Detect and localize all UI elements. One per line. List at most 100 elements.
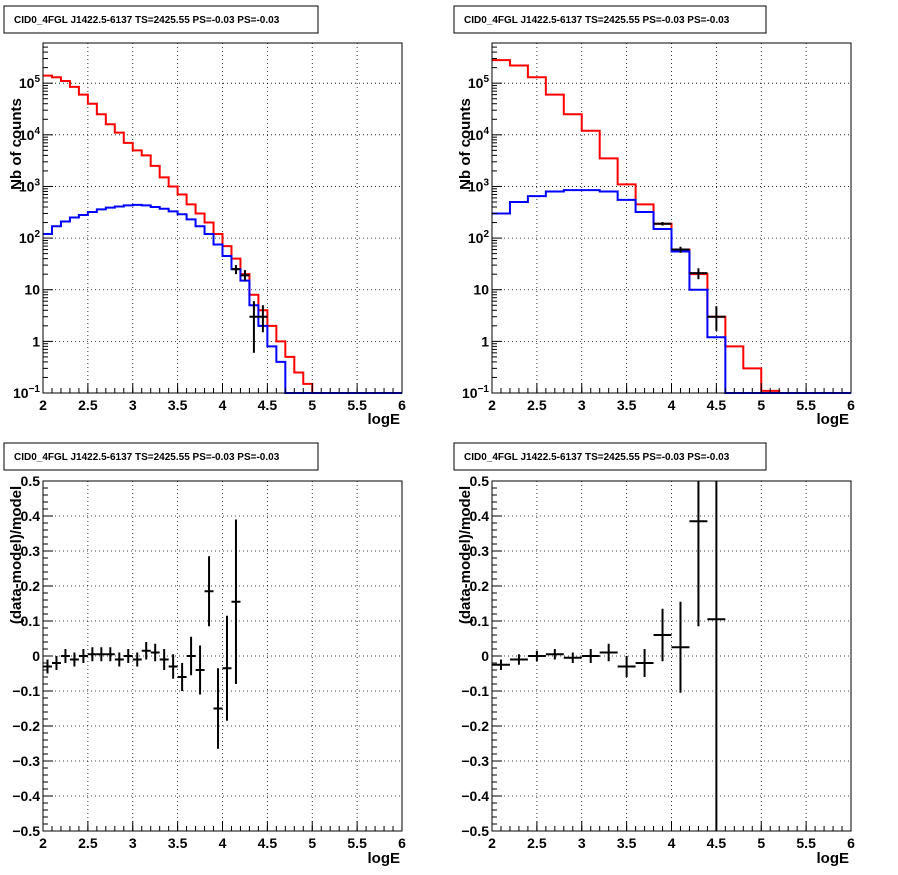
x-tick-label: 4 bbox=[668, 835, 676, 851]
data-point bbox=[150, 643, 160, 662]
y-tick-label: 10 bbox=[24, 282, 40, 298]
data-point bbox=[231, 519, 241, 684]
data-point bbox=[96, 647, 106, 662]
x-tick-label: 4.5 bbox=[258, 397, 278, 413]
y-tick-label: 104 bbox=[19, 126, 41, 143]
data-point bbox=[195, 645, 205, 695]
y-tick-label: 0.5 bbox=[470, 473, 490, 489]
x-tick-label: 6 bbox=[398, 397, 406, 413]
x-tick-label: 2.5 bbox=[78, 397, 98, 413]
data-point bbox=[653, 221, 672, 226]
y-tick-label: 10 bbox=[473, 282, 489, 298]
data-point bbox=[204, 556, 214, 627]
x-tick-label: 5.5 bbox=[347, 397, 367, 413]
y-tick-label: 102 bbox=[19, 229, 41, 246]
x-tick-label: 3.5 bbox=[617, 397, 637, 413]
data-point bbox=[671, 246, 690, 253]
x-tick-label: 4 bbox=[219, 397, 227, 413]
y-axis-title: (data-model)/model bbox=[457, 486, 474, 624]
y-tick-label: −0.4 bbox=[461, 788, 489, 804]
y-axis-title: Nb of counts bbox=[8, 98, 25, 190]
panel-top-left: CID0_4FGL J1422.5-6137 TS=2425.55 PS=-0.… bbox=[3, 5, 406, 428]
data-point bbox=[60, 649, 70, 663]
data-point bbox=[563, 652, 582, 663]
data-point bbox=[43, 659, 52, 674]
x-axis-title: logE bbox=[817, 850, 850, 867]
y-tick-label: −0.4 bbox=[12, 788, 40, 804]
panel-title: CID0_4FGL J1422.5-6137 TS=2425.55 PS=-0.… bbox=[464, 452, 730, 463]
data-point bbox=[69, 652, 79, 667]
data-point bbox=[617, 656, 636, 677]
data-point bbox=[213, 668, 223, 749]
x-tick-label: 6 bbox=[847, 835, 855, 851]
x-tick-label: 3 bbox=[129, 835, 137, 851]
x-tick-label: 5.5 bbox=[796, 397, 816, 413]
y-tick-label: −0.2 bbox=[461, 718, 489, 734]
data-point bbox=[159, 649, 169, 670]
data-point bbox=[653, 608, 672, 662]
data-point bbox=[249, 301, 259, 353]
x-tick-label: 4.5 bbox=[707, 835, 727, 851]
data-point bbox=[707, 481, 726, 831]
data-point bbox=[78, 649, 88, 663]
x-tick-label: 2 bbox=[39, 835, 47, 851]
data-point bbox=[689, 268, 708, 280]
y-tick-label: 10−1 bbox=[13, 384, 40, 401]
x-tick-label: 2 bbox=[488, 397, 496, 413]
x-tick-label: 4 bbox=[219, 835, 227, 851]
panel-title: CID0_4FGL J1422.5-6137 TS=2425.55 PS=-0.… bbox=[464, 15, 730, 26]
x-tick-label: 2.5 bbox=[527, 397, 547, 413]
data-point bbox=[599, 643, 618, 662]
x-tick-label: 5 bbox=[757, 397, 765, 413]
y-tick-label: 103 bbox=[19, 177, 41, 194]
data-point bbox=[186, 636, 196, 676]
x-axis-title: logE bbox=[817, 411, 850, 428]
title-box bbox=[453, 442, 767, 471]
panel-top-right: CID0_4FGL J1422.5-6137 TS=2425.55 PS=-0.… bbox=[453, 5, 855, 428]
data-point bbox=[87, 647, 97, 662]
y-tick-label: 105 bbox=[468, 74, 490, 91]
data-point bbox=[168, 654, 178, 679]
data-point bbox=[707, 306, 726, 331]
y-tick-label: 102 bbox=[468, 229, 490, 246]
x-tick-label: 5.5 bbox=[796, 835, 816, 851]
x-tick-label: 5 bbox=[308, 835, 316, 851]
data-point bbox=[132, 652, 142, 667]
y-axis-title: Nb of counts bbox=[457, 98, 474, 190]
y-tick-label: −0.1 bbox=[461, 683, 489, 699]
data-point bbox=[231, 265, 241, 275]
data-point bbox=[689, 481, 708, 627]
y-tick-label: 104 bbox=[468, 126, 490, 143]
y-tick-label: 0.2 bbox=[470, 578, 490, 594]
data-point bbox=[177, 663, 187, 691]
data-point bbox=[240, 270, 250, 281]
y-tick-label: −0.3 bbox=[12, 753, 40, 769]
x-tick-label: 3.5 bbox=[617, 835, 637, 851]
x-axis-title: logE bbox=[368, 850, 401, 867]
title-box bbox=[3, 442, 319, 471]
y-tick-label: −0.5 bbox=[461, 823, 489, 839]
panel-bottom-right: CID0_4FGL J1422.5-6137 TS=2425.55 PS=-0.… bbox=[453, 442, 855, 867]
x-tick-label: 5 bbox=[308, 397, 316, 413]
data-point bbox=[509, 654, 528, 665]
y-tick-label: −0.1 bbox=[12, 683, 40, 699]
data-point bbox=[105, 647, 115, 662]
y-tick-label: 0 bbox=[481, 648, 489, 664]
x-tick-label: 6 bbox=[847, 397, 855, 413]
y-tick-label: 0.3 bbox=[470, 543, 490, 559]
panel-title: CID0_4FGL J1422.5-6137 TS=2425.55 PS=-0.… bbox=[14, 452, 280, 463]
y-tick-label: 0.2 bbox=[21, 578, 41, 594]
x-tick-label: 2 bbox=[39, 397, 47, 413]
data-point bbox=[123, 649, 133, 663]
y-tick-label: −0.3 bbox=[461, 753, 489, 769]
y-tick-label: 0.5 bbox=[21, 473, 41, 489]
x-tick-label: 3.5 bbox=[168, 835, 188, 851]
y-tick-label: −0.5 bbox=[12, 823, 40, 839]
data-point bbox=[581, 649, 600, 663]
data-point bbox=[671, 601, 690, 693]
y-tick-label: 1 bbox=[481, 333, 489, 349]
x-tick-label: 3 bbox=[129, 397, 137, 413]
panel-title: CID0_4FGL J1422.5-6137 TS=2425.55 PS=-0.… bbox=[14, 15, 280, 26]
y-tick-label: 0.1 bbox=[470, 613, 490, 629]
